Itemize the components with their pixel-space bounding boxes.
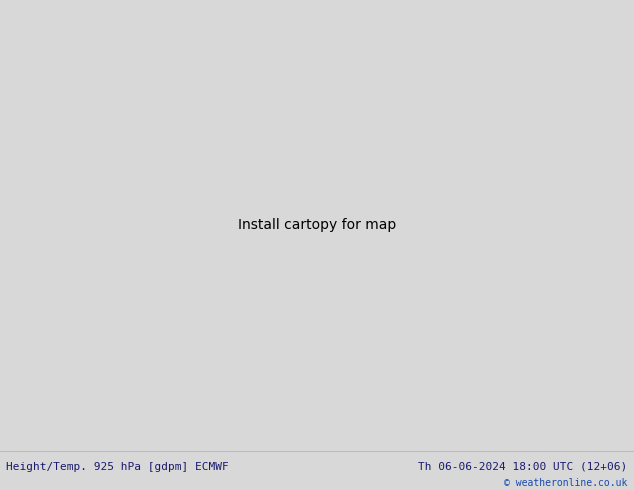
Text: Install cartopy for map: Install cartopy for map: [238, 219, 396, 232]
Text: © weatheronline.co.uk: © weatheronline.co.uk: [504, 478, 628, 488]
Text: Height/Temp. 925 hPa [gdpm] ECMWF: Height/Temp. 925 hPa [gdpm] ECMWF: [6, 462, 229, 472]
Text: Th 06-06-2024 18:00 UTC (12+06): Th 06-06-2024 18:00 UTC (12+06): [418, 462, 628, 472]
